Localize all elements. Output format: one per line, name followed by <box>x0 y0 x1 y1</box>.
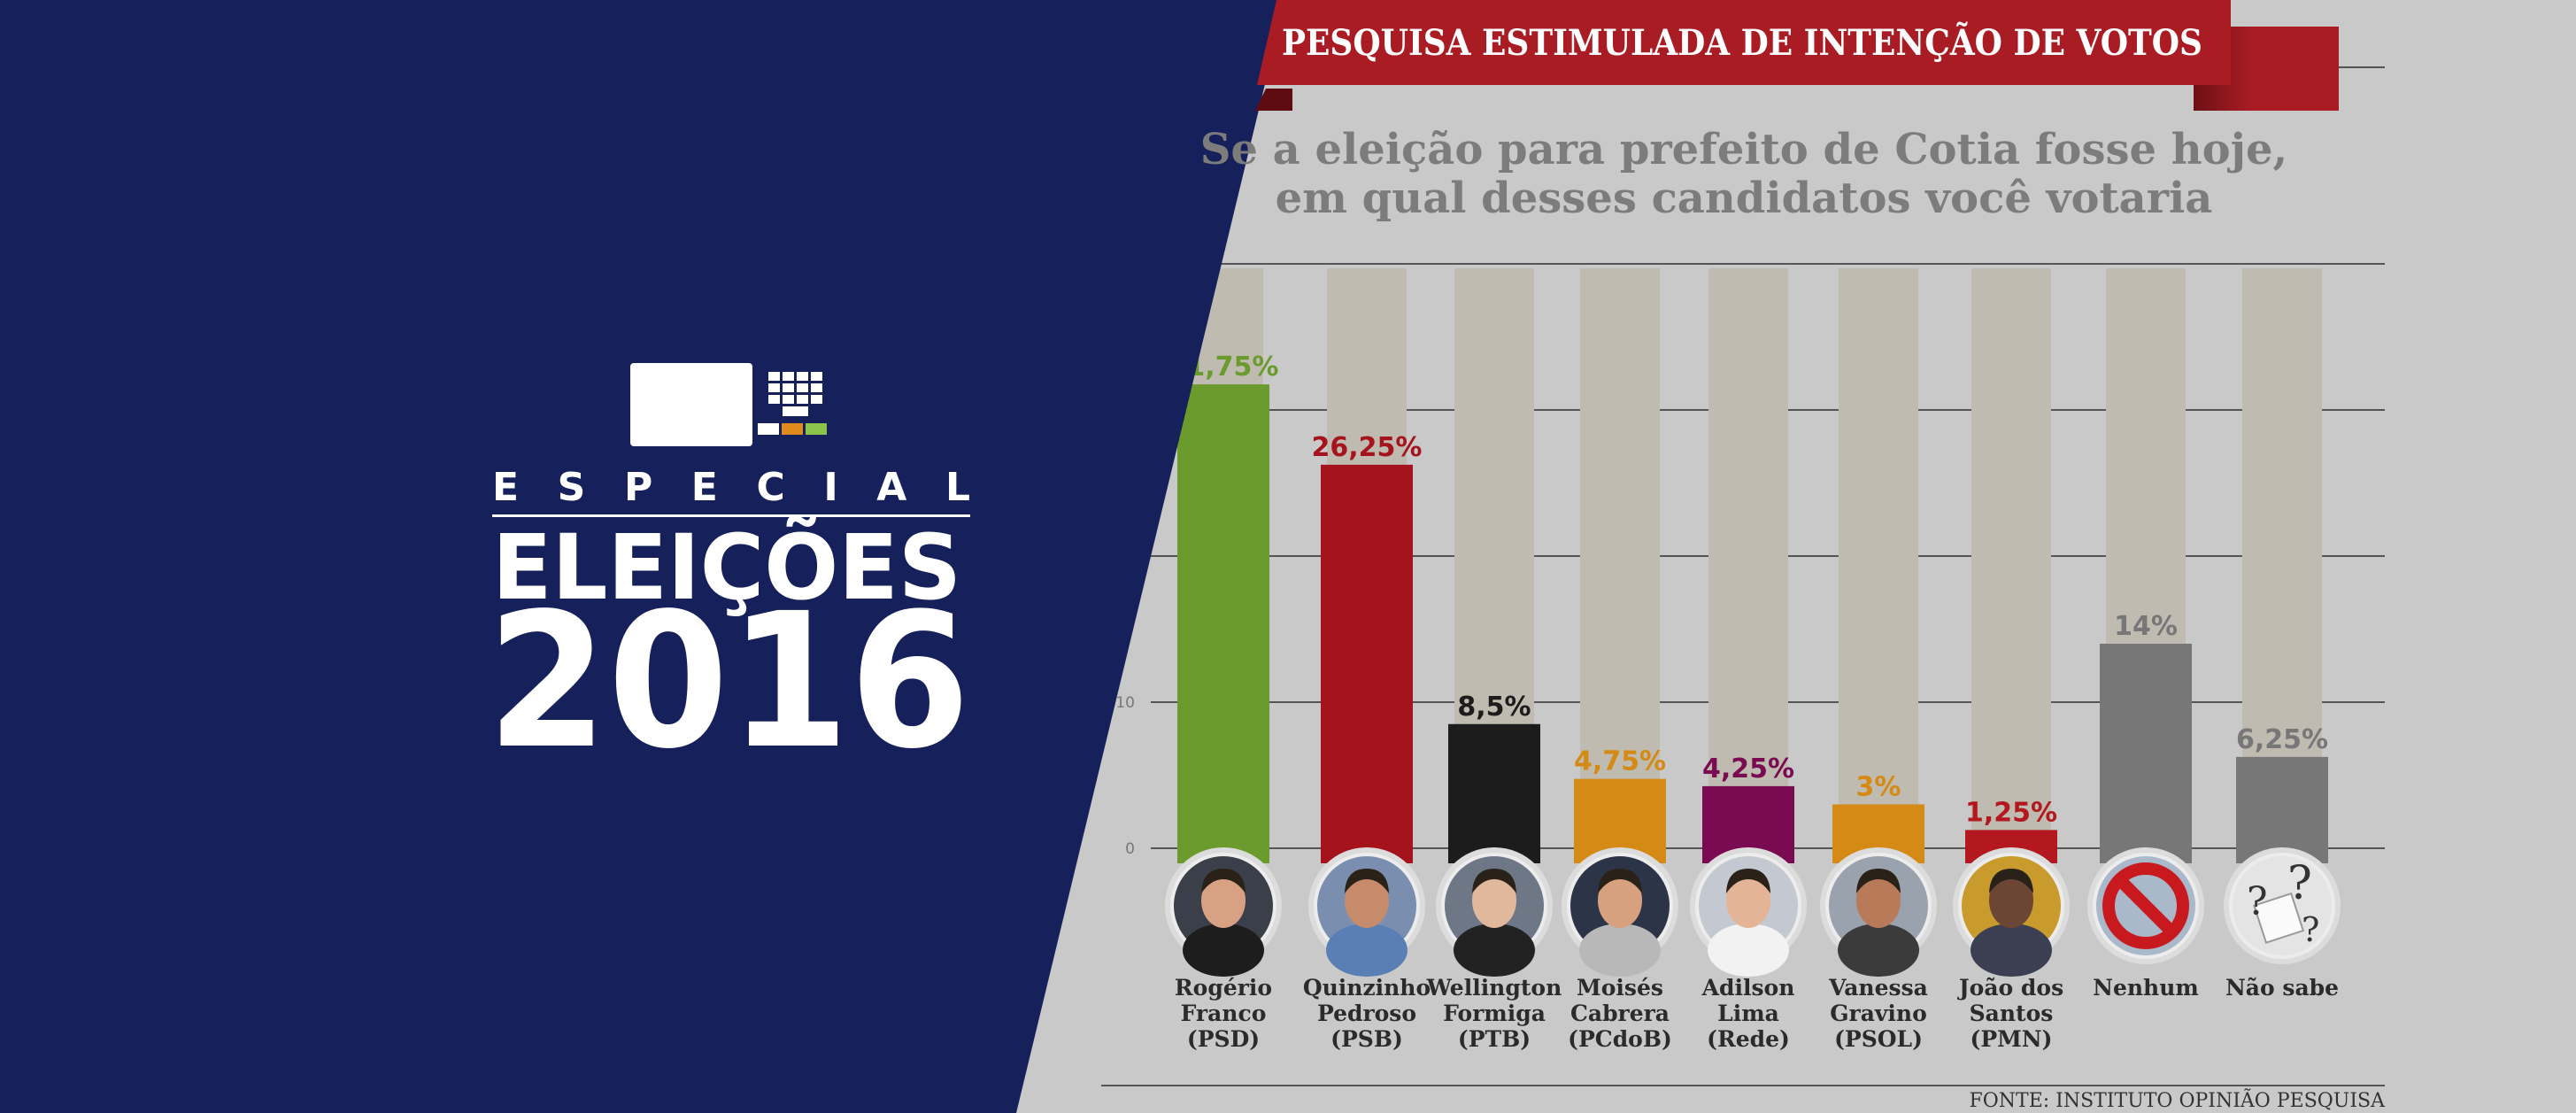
especial-label: E S P E C I A L <box>492 465 970 510</box>
candidate-photo <box>1308 847 1425 977</box>
data-label: 6,25% <box>2236 724 2328 755</box>
question-marks-icon: ??? <box>2224 847 2341 964</box>
candidate-photo <box>1953 847 2070 977</box>
candidate-photo <box>1436 847 1553 977</box>
bar <box>2236 756 2328 863</box>
data-label: 4,75% <box>1574 746 1666 777</box>
footer-rule <box>1101 1085 2385 1086</box>
banner-title: PESQUISA ESTIMULADA DE INTENÇÃO DE VOTOS <box>1282 22 2202 64</box>
data-label: 3% <box>1856 772 1901 803</box>
bar-track <box>1708 268 1788 863</box>
candidate-photo <box>1690 847 1807 977</box>
category-label: Santos <box>1970 1001 2054 1026</box>
category-label: Quinzinho <box>1303 975 1431 1001</box>
category-label: Não sabe <box>2225 975 2339 1001</box>
category-label: (PSOL) <box>1834 1026 1923 1052</box>
candidate-photo <box>1820 847 1937 977</box>
bar <box>1321 464 1413 863</box>
data-label: 8,5% <box>1457 692 1531 723</box>
category-label: (PSB) <box>1330 1026 1403 1052</box>
y-tick-label: 10 <box>1115 694 1135 712</box>
category-label: Nenhum <box>2093 975 2199 1001</box>
category-label: Vanessa <box>1828 975 1928 1001</box>
bar <box>1177 384 1269 863</box>
data-label: 14% <box>2114 611 2178 642</box>
question-line-2: em qual desses candidatos você votaria <box>1276 174 2213 223</box>
bar <box>1448 723 1540 863</box>
data-label: 1,25% <box>1965 797 2057 828</box>
data-label: 4,25% <box>1702 754 1794 785</box>
category-label: Pedroso <box>1317 1001 1416 1026</box>
prohibited-icon <box>2087 847 2204 964</box>
question-line-1: Se a eleição para prefeito de Cotia foss… <box>1200 125 2288 174</box>
category-label: (PCdoB) <box>1568 1026 1672 1052</box>
source-label: FONTE: INSTITUTO OPINIÃO PESQUISA <box>1969 1087 2386 1112</box>
category-label: (PMN) <box>1971 1026 2053 1052</box>
data-label: 26,25% <box>1312 432 1423 463</box>
category-label: Cabrera <box>1570 1001 1670 1026</box>
category-label: Lima <box>1717 1001 1779 1026</box>
bar-track <box>1971 268 2051 863</box>
svg-text:?: ? <box>2302 910 2319 949</box>
divider <box>492 514 970 517</box>
bar <box>2100 644 2192 863</box>
category-label: (Rede) <box>1707 1026 1790 1052</box>
eleicoes-label: ELEIÇÕES <box>492 514 961 621</box>
svg-text:?: ? <box>2287 857 2312 910</box>
bar-track <box>1580 268 1660 863</box>
category-label: João dos <box>1957 975 2063 1001</box>
election-logo-icon <box>630 363 827 446</box>
y-tick-label: 0 <box>1125 840 1135 858</box>
bar-track <box>1839 268 1918 863</box>
category-label: Adilson <box>1701 975 1795 1001</box>
header-banner: PESQUISA ESTIMULADA DE INTENÇÃO DE VOTOS <box>1255 0 2339 111</box>
category-label: Franco <box>1181 1001 1267 1026</box>
candidate-photo <box>1165 847 1282 977</box>
category-label: (PSD) <box>1187 1026 1260 1052</box>
category-label: Wellington <box>1426 975 1562 1001</box>
year-label: 2016 <box>487 573 970 790</box>
svg-text:?: ? <box>2247 879 2268 924</box>
category-label: Rogério <box>1175 975 1272 1001</box>
navy-panel <box>0 0 1285 1113</box>
category-label: Formiga <box>1443 1001 1546 1026</box>
category-label: (PTB) <box>1458 1026 1531 1052</box>
candidate-photo <box>1562 847 1678 977</box>
category-label: Moisés <box>1577 975 1663 1001</box>
branding: E S P E C I A L ELEIÇÕES 2016 <box>487 363 970 790</box>
category-label: Gravino <box>1830 1001 1927 1026</box>
gridline <box>1151 263 2385 265</box>
